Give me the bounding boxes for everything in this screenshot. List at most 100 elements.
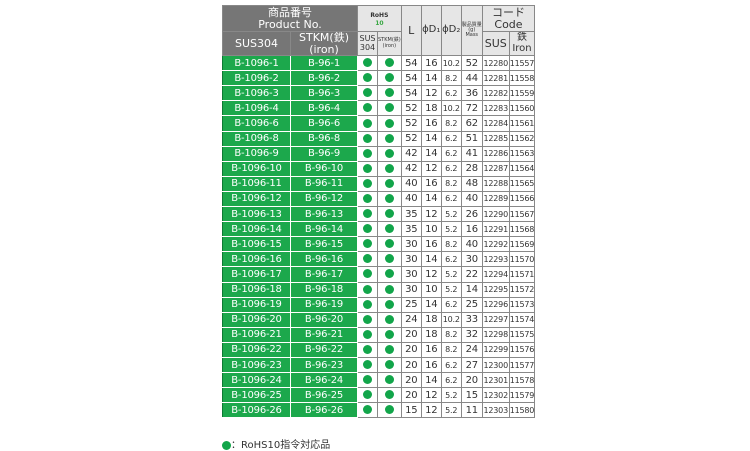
length-cell: 20 — [400, 372, 422, 389]
d1-cell: 14 — [420, 130, 442, 147]
stkm-part-no: B-96-23 — [290, 356, 358, 374]
l-header: L — [400, 4, 422, 57]
sus304-part-no: B-1096-20 — [222, 311, 291, 328]
mass-cell: 24 — [460, 341, 483, 358]
length-cell: 52 — [400, 100, 422, 117]
table-row: B-1096-15 B-96-15 30 16 8.2 40 12292 11569 — [222, 236, 536, 253]
code-sus-cell: 12303 — [481, 402, 510, 419]
rohs-dot-icon — [384, 269, 394, 279]
code-sus-cell: 12295 — [481, 281, 510, 298]
rohs-cell — [377, 251, 402, 268]
d2-cell: 5.2 — [440, 387, 462, 404]
d1-cell: 16 — [420, 55, 442, 72]
length-cell: 52 — [400, 130, 422, 147]
code-sus-cell: 12280 — [481, 55, 510, 72]
code-sus-cell: 12285 — [481, 130, 510, 147]
sus304-part-no: B-1096-8 — [222, 130, 291, 147]
rohs-dot-icon — [363, 299, 372, 309]
rohs-cell — [377, 326, 402, 343]
rohs-cell — [357, 281, 378, 298]
d2-cell: 5.2 — [440, 221, 462, 238]
code-iron-cell: 11571 — [508, 266, 536, 283]
stkm-part-no: B-96-9 — [290, 145, 358, 162]
mass-cell: 15 — [460, 387, 483, 404]
table-row: B-1096-3 B-96-3 54 12 6.2 36 12282 11559 — [222, 85, 536, 102]
rohs-dot-icon — [384, 88, 394, 98]
stkm-part-no: B-96-21 — [290, 326, 358, 343]
code-sus-cell: 12283 — [481, 100, 510, 117]
rohs-dot-icon — [384, 284, 394, 294]
d1-cell: 14 — [420, 190, 442, 208]
d2-cell: 10.2 — [440, 55, 462, 72]
sus304-part-no: B-1096-9 — [222, 145, 291, 162]
rohs-cell — [377, 387, 402, 404]
rohs-dot-icon — [384, 163, 394, 173]
d2-cell: 6.2 — [440, 160, 462, 177]
rohs-header: RoHS 10 — [357, 5, 402, 32]
code-iron-cell: 11578 — [508, 372, 536, 389]
code-iron-header: 鉄 Iron — [508, 30, 536, 57]
code-iron-cell: 11576 — [508, 341, 536, 358]
code-iron-cell: 11559 — [508, 85, 536, 102]
code-iron-cell: 11565 — [508, 175, 536, 192]
mass-cell: 26 — [460, 206, 483, 223]
length-cell: 15 — [400, 402, 422, 419]
rohs-dot-icon — [384, 133, 394, 143]
rohs-cell — [357, 190, 378, 208]
rohs-dot-icon — [384, 375, 394, 385]
table-row: B-1096-2 B-96-2 54 14 8.2 44 12281 11558 — [222, 70, 536, 87]
sus304-part-no: B-1096-2 — [222, 70, 291, 87]
code-sus-cell: 12282 — [481, 85, 510, 102]
length-cell: 54 — [400, 55, 422, 72]
table-row: B-1096-24 B-96-24 20 14 6.2 20 12301 11578 — [222, 372, 536, 389]
d2-cell: 8.2 — [440, 236, 462, 253]
mass-cell: 40 — [460, 190, 483, 208]
sus304-part-no: B-1096-6 — [222, 115, 291, 132]
code-iron-cell: 11563 — [508, 145, 536, 162]
rohs-dot-icon — [384, 58, 394, 68]
footer-text: ：RoHS10指令対応品 — [231, 440, 331, 451]
mass-cell: 14 — [460, 281, 483, 298]
length-cell: 30 — [400, 251, 422, 268]
code-sus-cell: 12301 — [481, 372, 510, 389]
table-row: B-1096-21 B-96-21 20 18 8.2 32 12298 11575 — [222, 326, 536, 343]
d1-cell: 16 — [420, 175, 442, 192]
table-row: B-1096-11 B-96-11 40 16 8.2 48 12288 11565 — [222, 175, 536, 192]
length-cell: 25 — [400, 296, 422, 313]
rohs-cell — [377, 402, 402, 419]
length-cell: 35 — [400, 206, 422, 223]
length-cell: 20 — [400, 356, 422, 374]
table-row: B-1096-20 B-96-20 24 18 10.2 33 12297 11574 — [222, 311, 536, 328]
rohs-cell — [357, 100, 378, 117]
sus304-part-no: B-1096-13 — [222, 206, 291, 223]
table-row: B-1096-8 B-96-8 52 14 6.2 51 12285 11562 — [222, 130, 536, 147]
d2-cell: 8.2 — [440, 70, 462, 87]
stkm-part-no: B-96-8 — [290, 130, 358, 147]
rohs-dot-icon — [363, 344, 372, 354]
stkm-part-no: B-96-14 — [290, 221, 358, 238]
rohs-cell — [377, 115, 402, 132]
rohs-cell — [357, 130, 378, 147]
code-iron-cell: 11570 — [508, 251, 536, 268]
mass-cell: 48 — [460, 175, 483, 192]
sus304-part-no: B-1096-26 — [222, 402, 291, 419]
code-iron-cell: 11560 — [508, 100, 536, 117]
mass-cell: 72 — [460, 100, 483, 117]
mass-cell: 16 — [460, 221, 483, 238]
code-iron-cell: 11566 — [508, 190, 536, 208]
table-row: B-1096-23 B-96-23 20 16 6.2 27 12300 11577 — [222, 356, 536, 374]
rohs-cell — [357, 236, 378, 253]
rohs-dot-icon — [363, 375, 372, 385]
rohs-dot-icon — [363, 88, 372, 98]
code-sus-cell: 12294 — [481, 266, 510, 283]
rohs-dot-icon — [363, 390, 372, 400]
rohs-iron-header: STKM(鉄) (iron) — [377, 30, 402, 57]
rohs-cell — [377, 266, 402, 283]
d1-cell: 16 — [420, 236, 442, 253]
table-row: B-1096-17 B-96-17 30 12 5.2 22 12294 11571 — [222, 266, 536, 283]
rohs-cell — [357, 266, 378, 283]
stkm-part-no: B-96-12 — [290, 190, 358, 208]
rohs-cell — [357, 55, 378, 72]
table-row: B-1096-26 B-96-26 15 12 5.2 11 12303 11580 — [222, 402, 536, 419]
rohs-dot-icon — [363, 193, 372, 203]
